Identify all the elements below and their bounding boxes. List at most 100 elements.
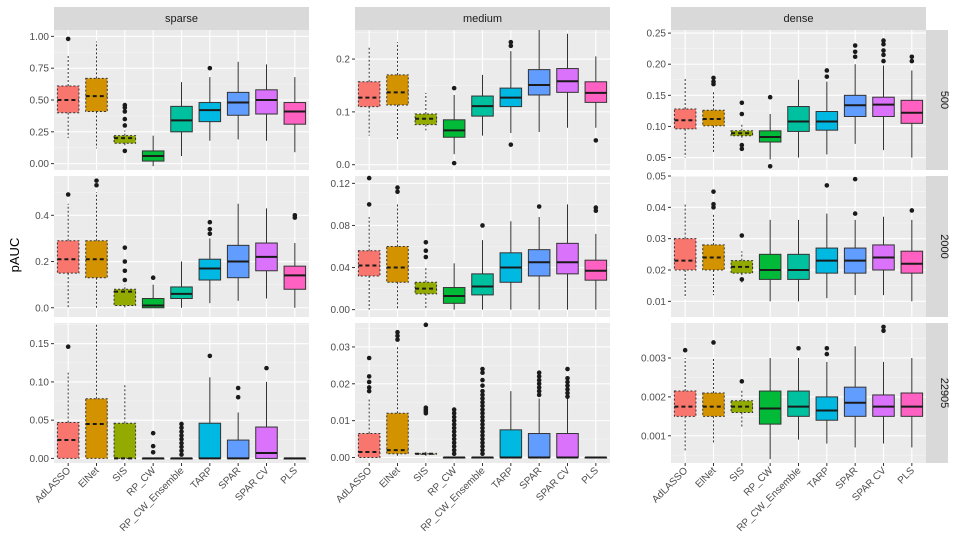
outlier-point xyxy=(122,148,128,154)
outlier-point xyxy=(852,176,858,182)
y-tick-label: 0.75 xyxy=(30,64,50,75)
box-iqr xyxy=(787,106,810,132)
y-tick-label: 0.03 xyxy=(647,234,667,245)
outlier-point xyxy=(480,444,485,449)
box-adlasso xyxy=(673,77,697,158)
panel-500-medium: 0.0 0.1 0.2 xyxy=(336,30,610,171)
box-iqr xyxy=(673,108,697,130)
outlier-point xyxy=(451,160,457,166)
outlier-point xyxy=(179,433,184,438)
column-strip-label-medium: medium xyxy=(463,13,502,25)
x-tick-label-adlasso: AdLASSO xyxy=(650,465,690,505)
outlier-point xyxy=(480,399,485,405)
outlier-point xyxy=(881,42,886,47)
outlier-point xyxy=(480,388,485,394)
box-elnet xyxy=(702,189,725,296)
outlier-point xyxy=(852,211,858,216)
outlier-point xyxy=(480,429,485,434)
outlier-point xyxy=(122,123,128,128)
outlier-point xyxy=(480,436,485,442)
box-sis xyxy=(113,383,137,460)
outlier-point xyxy=(366,385,372,390)
box-iqr xyxy=(673,390,697,417)
outlier-point xyxy=(565,394,570,399)
outlier-point xyxy=(207,65,213,71)
box-iqr xyxy=(442,119,466,138)
y-tick-label: 0.001 xyxy=(641,431,666,442)
outlier-point xyxy=(207,226,213,232)
outlier-point xyxy=(122,259,128,264)
outlier-point xyxy=(739,277,745,282)
outlier-point xyxy=(264,365,269,371)
box-tarp xyxy=(499,39,523,147)
outlier-point xyxy=(536,374,542,379)
box-elnet xyxy=(702,75,725,153)
outlier-point xyxy=(565,379,570,385)
box-elnet xyxy=(85,41,108,149)
y-tick-label: 0.25 xyxy=(30,127,50,138)
outlier-point xyxy=(423,405,429,411)
box-iqr xyxy=(85,398,108,459)
outlier-point xyxy=(235,394,241,400)
outlier-point xyxy=(395,329,400,335)
outlier-point xyxy=(150,275,156,281)
box-pls xyxy=(900,358,924,448)
box-spar xyxy=(527,370,551,459)
box-pls xyxy=(283,457,307,460)
box-iqr xyxy=(900,250,924,274)
y-axis-title: pAUC xyxy=(7,238,22,273)
y-tick-label: 0.01 xyxy=(331,416,351,427)
box-pls xyxy=(584,56,608,143)
panel-2000-medium: 0.00 0.04 0.08 0.12 xyxy=(331,175,610,317)
y-tick-label: 0.15 xyxy=(647,91,667,102)
panel-2000-sparse: 0.0 0.2 0.4 xyxy=(35,176,309,317)
outlier-point xyxy=(739,100,745,106)
outlier-point xyxy=(480,366,485,372)
outlier-point xyxy=(480,451,485,457)
outlier-point xyxy=(451,429,457,434)
outlier-point xyxy=(179,440,184,446)
outlier-point xyxy=(536,392,542,398)
box-pls xyxy=(283,212,307,308)
box-iqr xyxy=(357,81,381,108)
x-tick-label-spar: SPAR xyxy=(518,465,545,492)
outlier-point xyxy=(565,366,570,372)
outlier-point xyxy=(824,68,830,73)
box-rp-cw-ensemble xyxy=(787,345,810,440)
box-iqr xyxy=(198,102,222,123)
y-tick-label: 0.50 xyxy=(30,96,50,107)
outlier-point xyxy=(122,102,128,108)
box-tarp xyxy=(815,183,839,299)
outlier-point xyxy=(65,344,71,350)
box-rp-cw xyxy=(442,263,466,310)
x-tick-label-sis: SIS xyxy=(728,465,747,484)
outlier-point xyxy=(480,370,485,376)
outlier-point xyxy=(423,254,429,260)
outlier-point xyxy=(536,370,542,376)
y-tick-label: 0.03 xyxy=(331,342,351,353)
box-spar xyxy=(527,30,551,132)
box-elnet xyxy=(85,178,108,308)
outlier-point xyxy=(451,418,457,423)
y-tick-label: 0.02 xyxy=(331,379,351,390)
box-iqr xyxy=(85,77,108,112)
row-strip-label-2000: 2000 xyxy=(938,234,950,258)
box-spar-cv xyxy=(556,33,579,128)
y-tick-label: 0.05 xyxy=(647,153,667,164)
outlier-point xyxy=(366,175,372,181)
outlier-point xyxy=(852,43,858,48)
outlier-point xyxy=(536,385,542,390)
outlier-point xyxy=(909,58,915,64)
box-iqr xyxy=(787,390,810,417)
outlier-point xyxy=(451,425,457,431)
y-tick-label: 0.04 xyxy=(647,203,667,214)
outlier-point xyxy=(480,392,485,398)
row-strip-2000 xyxy=(926,176,948,317)
row-strip-label-22905: 22905 xyxy=(938,378,950,409)
box-iqr xyxy=(556,242,579,275)
y-tick-label: 0.10 xyxy=(30,377,50,388)
box-iqr xyxy=(499,429,523,458)
box-iqr xyxy=(170,286,193,300)
y-tick-label: 0.4 xyxy=(35,211,49,222)
outlier-point xyxy=(150,449,156,455)
